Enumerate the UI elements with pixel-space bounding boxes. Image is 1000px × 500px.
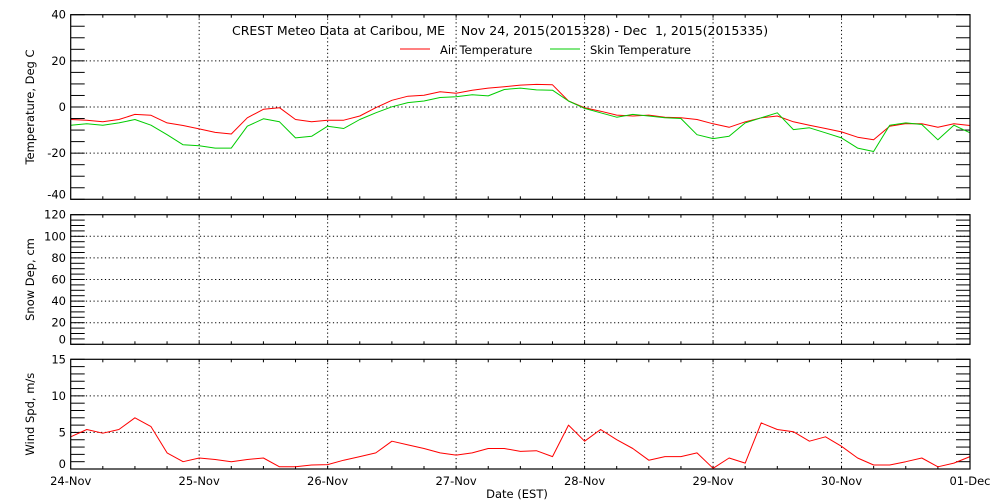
y-axis-label: Wind Spd, m/s [23, 373, 37, 456]
y-axis-label: Snow Dep, cm [23, 238, 37, 321]
y-tick-label: 10 [51, 389, 66, 403]
y-tick-label: 60 [51, 273, 66, 287]
snow-depth-panel: 120 100 80 60 40 20 0 Snow Dep, cm [23, 208, 971, 346]
x-tick-label: 28-Nov [564, 474, 605, 488]
y-tick-label: 0 [59, 457, 66, 471]
temperature-plot-frame [70, 14, 971, 200]
wind-speed-plot-frame [70, 358, 971, 470]
x-tick-label: 24-Nov [50, 474, 91, 488]
y-tick-label: 15 [51, 352, 66, 366]
temperature-panel: 40 20 0 -20 -40 Temperature, Deg C [23, 8, 971, 201]
y-tick-label: 5 [59, 425, 66, 439]
x-tick-label: 30-Nov [821, 474, 862, 488]
y-tick-label: 0 [59, 100, 66, 114]
wind-speed-series-line [70, 417, 971, 469]
y-axis-label: Temperature, Deg C [23, 49, 37, 165]
y-tick-label: 40 [51, 8, 66, 22]
y-tick-label: 120 [44, 208, 66, 222]
legend-label-air: Air Temperature [440, 43, 532, 57]
x-tick-label: 29-Nov [692, 474, 733, 488]
wind-speed-panel: 15 10 5 0 Wind Spd, m/s 24-Nov 25-Nov 26-Nov 27-… [23, 352, 991, 488]
chart-title: CREST Meteo Data at Caribou, ME Nov 24, … [232, 23, 768, 38]
y-tick-label: 100 [44, 229, 66, 243]
x-tick-label: 26-Nov [307, 474, 348, 488]
y-tick-label: 80 [51, 251, 66, 265]
legend-label-skin: Skin Temperature [590, 43, 691, 57]
y-tick-label: 20 [51, 54, 66, 68]
y-tick-label: -40 [47, 187, 66, 201]
x-tick-label: 01-Dec [949, 474, 990, 488]
air-temperature-series-line [70, 83, 971, 141]
snow-depth-plot-frame [70, 214, 971, 345]
y-tick-label: 0 [59, 332, 66, 346]
y-tick-label: -20 [47, 146, 66, 160]
y-tick-label: 40 [51, 294, 66, 308]
skin-temperature-series-line [70, 87, 971, 152]
x-tick-label: 27-Nov [435, 474, 476, 488]
x-tick-label: 25-Nov [179, 474, 220, 488]
y-tick-label: 20 [51, 316, 66, 330]
legend: Air Temperature Skin Temperature [400, 43, 691, 57]
x-axis-label: Date (EST) [486, 487, 548, 500]
